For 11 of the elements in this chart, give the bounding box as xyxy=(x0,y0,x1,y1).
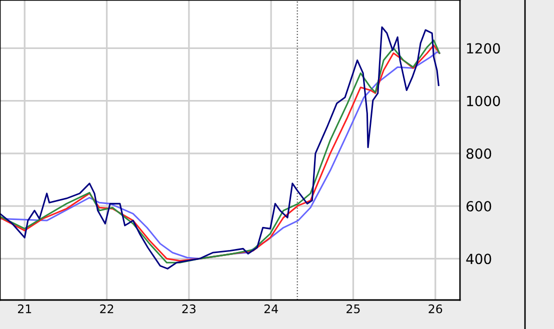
x-tick-label: 25 xyxy=(346,304,360,314)
y-tick-label: 1000 xyxy=(467,96,500,106)
x-tick-label: 24 xyxy=(264,304,278,314)
y-tick-label: 1200 xyxy=(467,43,500,54)
y-tick-label: 600 xyxy=(466,201,492,212)
x-tick-label: 21 xyxy=(18,304,32,314)
y-tick-label: 400 xyxy=(466,254,492,264)
y-tick-label: 800 xyxy=(466,148,492,159)
x-tick-label: 22 xyxy=(100,304,114,314)
x-tick-label: 23 xyxy=(182,304,196,314)
x-tick-label: 26 xyxy=(428,304,442,314)
